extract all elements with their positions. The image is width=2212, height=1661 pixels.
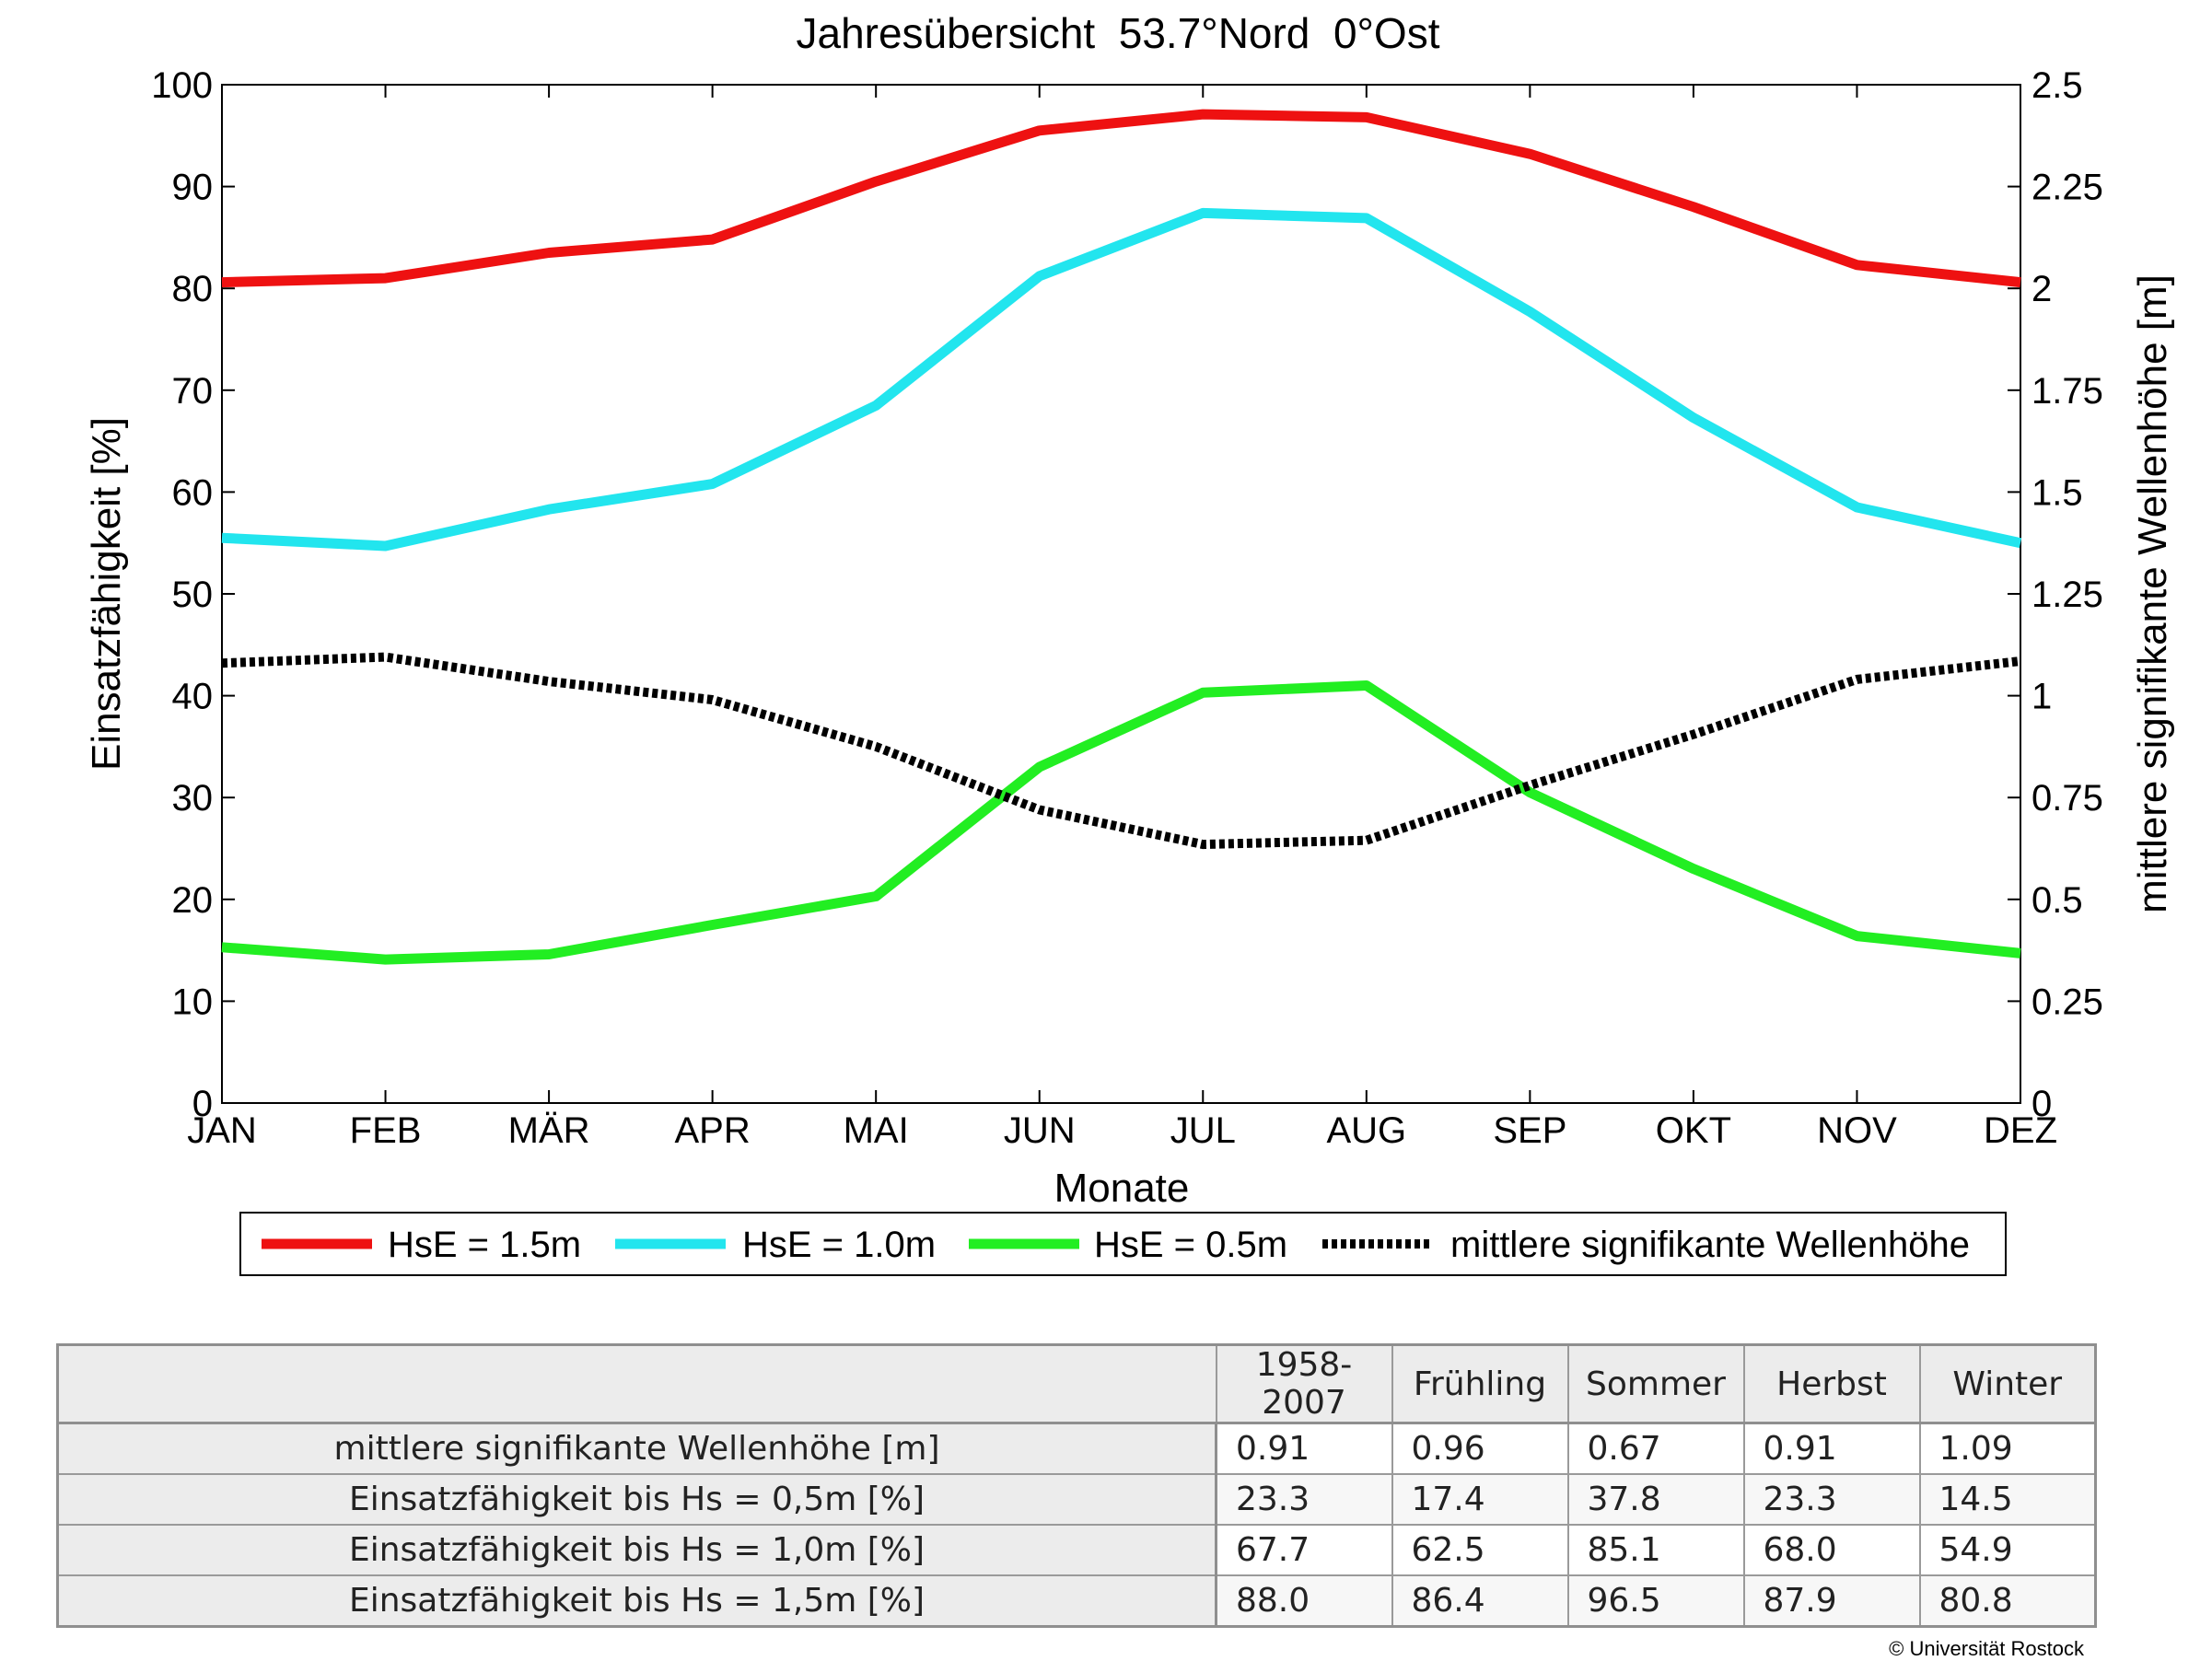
table-cell: 14.5 bbox=[1918, 1473, 2097, 1526]
y-tick-label-left: 80 bbox=[172, 269, 214, 309]
table-cell: 23.3 bbox=[1215, 1473, 1393, 1526]
x-tick-label: JUL bbox=[1170, 1110, 1236, 1151]
table-cell: 1.09 bbox=[1918, 1422, 2097, 1475]
table-row: Einsatzfähigkeit bis Hs = 1,5m [%] 88.0 … bbox=[56, 1574, 2097, 1628]
y-tick-label-right: 2.5 bbox=[2032, 65, 2083, 106]
row-label: Einsatzfähigkeit bis Hs = 1,5m [%] bbox=[56, 1574, 1217, 1628]
table-cell: 23.3 bbox=[1742, 1473, 1921, 1526]
tick-labels: JAN FEB MÄR APR MAI JUN JUL AUG SEP OKT NOV DEZ0102… bbox=[151, 65, 2103, 1151]
y-tick-label-left: 50 bbox=[172, 575, 214, 615]
summary-table: 1958-2007 Frühling Sommer Herbst Winter … bbox=[56, 1343, 2097, 1628]
column-header: Herbst bbox=[1742, 1343, 1921, 1424]
y-tick-label-right: 1 bbox=[2032, 677, 2052, 717]
table-cell: 88.0 bbox=[1215, 1574, 1393, 1628]
y-tick-label-right: 1.5 bbox=[2032, 472, 2083, 513]
y-tick-label-left: 10 bbox=[172, 982, 214, 1022]
table-cell: 62.5 bbox=[1391, 1524, 1569, 1576]
series-line bbox=[221, 207, 2022, 552]
table-cell: 54.9 bbox=[1918, 1524, 2097, 1576]
table-cell: 37.8 bbox=[1566, 1473, 1745, 1526]
plot-area bbox=[221, 84, 2021, 1104]
chart: Jahresübersicht 53.7°Nord 0°Ost JAN FEB MÄ… bbox=[84, 9, 2175, 1276]
table-cell: 0.67 bbox=[1566, 1422, 1745, 1475]
y-tick-label-left: 100 bbox=[151, 65, 213, 106]
row-label: mittlere signifikante Wellenhöhe [m] bbox=[56, 1422, 1217, 1475]
y-tick-label-right: 0.5 bbox=[2032, 880, 2083, 921]
table-corner-cell bbox=[56, 1343, 1217, 1424]
x-tick-label: MÄR bbox=[508, 1110, 590, 1151]
y-tick-label-right: 1.25 bbox=[2032, 575, 2103, 615]
table-row: Einsatzfähigkeit bis Hs = 1,0m [%] 67.7 … bbox=[56, 1524, 2097, 1576]
table-cell: 17.4 bbox=[1391, 1473, 1569, 1526]
table-cell: 85.1 bbox=[1566, 1524, 1745, 1576]
column-header: Frühling bbox=[1391, 1343, 1569, 1424]
table-row: Einsatzfähigkeit bis Hs = 0,5m [%] 23.3 … bbox=[56, 1473, 2097, 1526]
series-line bbox=[221, 680, 2021, 965]
column-header: 1958-2007 bbox=[1215, 1343, 1393, 1424]
y-tick-label-left: 20 bbox=[172, 880, 214, 921]
y-tick-label-right: 0.25 bbox=[2032, 982, 2103, 1022]
x-axis-label: Monate bbox=[1054, 1166, 1190, 1211]
row-label: Einsatzfähigkeit bis Hs = 0,5m [%] bbox=[56, 1473, 1217, 1526]
table-cell: 96.5 bbox=[1566, 1574, 1745, 1628]
x-tick-label: OKT bbox=[1656, 1110, 1731, 1151]
x-tick-label: SEP bbox=[1493, 1110, 1566, 1151]
x-tick-label: MAI bbox=[844, 1110, 909, 1151]
y-tick-label-right: 0.75 bbox=[2032, 778, 2103, 819]
y-tick-label-right: 2.25 bbox=[2032, 168, 2103, 208]
table-cell: 68.0 bbox=[1742, 1524, 1921, 1576]
y-tick-label-left: 40 bbox=[172, 677, 214, 717]
table-cell: 0.91 bbox=[1742, 1422, 1921, 1475]
y-tick-label-left: 60 bbox=[172, 472, 214, 513]
legend-label: mittlere signifikante Wellenhöhe bbox=[1450, 1225, 1970, 1265]
copyright-notice: © Universität Rostock bbox=[1889, 1637, 2084, 1660]
column-header: Sommer bbox=[1566, 1343, 1745, 1424]
table-header-row: 1958-2007 Frühling Sommer Herbst Winter bbox=[56, 1343, 2097, 1424]
y-tick-label-left: 70 bbox=[172, 371, 214, 412]
table-row: mittlere signifikante Wellenhöhe [m] 0.9… bbox=[56, 1422, 2097, 1475]
y-tick-label-right: 0 bbox=[2032, 1084, 2052, 1124]
series-line bbox=[221, 109, 2021, 288]
x-tick-label: APR bbox=[675, 1110, 751, 1151]
chart-title: Jahresübersicht 53.7°Nord 0°Ost bbox=[796, 9, 1439, 57]
row-label: Einsatzfähigkeit bis Hs = 1,0m [%] bbox=[56, 1524, 1217, 1576]
legend-label: HsE = 0.5m bbox=[1094, 1225, 1287, 1265]
series-lines bbox=[221, 109, 2022, 965]
legend: HsE = 1.5m HsE = 1.0m HsE = 0.5m mittlere s… bbox=[239, 1212, 2007, 1276]
table-cell: 87.9 bbox=[1742, 1574, 1921, 1628]
y-axis-label-right: mittlere signifikante Wellenhöhe [m] bbox=[2130, 274, 2175, 913]
x-tick-label: AUG bbox=[1326, 1110, 1406, 1151]
axis-ticks bbox=[221, 84, 2021, 1104]
x-tick-label: FEB bbox=[350, 1110, 422, 1151]
table-cell: 67.7 bbox=[1215, 1524, 1393, 1576]
x-tick-label: DEZ bbox=[1984, 1110, 2057, 1151]
y-tick-label-left: 30 bbox=[172, 778, 214, 819]
legend-label: HsE = 1.0m bbox=[742, 1225, 936, 1265]
column-header: Winter bbox=[1918, 1343, 2097, 1424]
table-cell: 86.4 bbox=[1391, 1574, 1569, 1628]
y-tick-label-right: 2 bbox=[2032, 269, 2052, 309]
x-tick-label: JAN bbox=[187, 1110, 257, 1151]
legend-label: HsE = 1.5m bbox=[388, 1225, 581, 1265]
table-cell: 80.8 bbox=[1918, 1574, 2097, 1628]
x-tick-label: NOV bbox=[1817, 1110, 1897, 1151]
x-tick-label: JUN bbox=[1004, 1110, 1076, 1151]
y-tick-label-left: 90 bbox=[172, 168, 214, 208]
y-axis-label-left: Einsatzfähigkeit [%] bbox=[84, 417, 129, 771]
table-cell: 0.91 bbox=[1215, 1422, 1393, 1475]
y-tick-label-right: 1.75 bbox=[2032, 371, 2103, 412]
y-tick-label-left: 0 bbox=[192, 1084, 213, 1124]
series-line bbox=[221, 652, 2021, 850]
table-cell: 0.96 bbox=[1391, 1422, 1569, 1475]
legend-box bbox=[239, 1212, 2007, 1276]
